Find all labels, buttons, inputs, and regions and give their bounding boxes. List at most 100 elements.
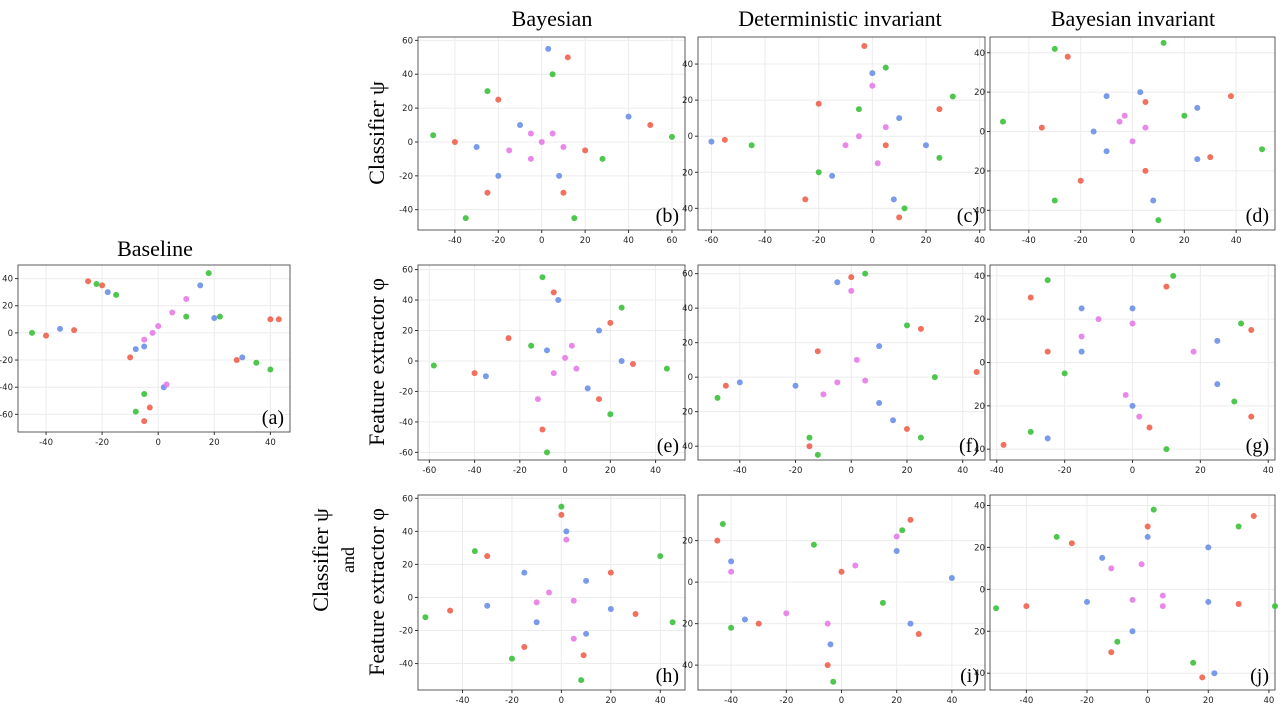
y-tick-label: 60 bbox=[402, 266, 413, 276]
point bbox=[830, 678, 837, 685]
point bbox=[853, 356, 860, 363]
point bbox=[1108, 649, 1115, 656]
y-tick-label: 40 bbox=[682, 304, 693, 314]
y-tick-label: 40 bbox=[682, 204, 693, 214]
y-tick-label: -60 bbox=[399, 448, 413, 458]
point bbox=[948, 574, 955, 581]
point bbox=[1190, 348, 1197, 355]
point bbox=[430, 362, 437, 369]
point bbox=[132, 408, 139, 415]
point bbox=[669, 619, 676, 626]
plot-frame bbox=[697, 494, 986, 691]
x-tick-label: 40 bbox=[655, 696, 666, 706]
point bbox=[1214, 337, 1221, 344]
point bbox=[1129, 305, 1136, 312]
point bbox=[806, 434, 813, 441]
point bbox=[517, 122, 524, 129]
y-tick-label: 20 bbox=[974, 315, 985, 325]
x-tick-label: -20 bbox=[1080, 696, 1094, 706]
point bbox=[907, 516, 914, 523]
y-tick-label: 40 bbox=[2, 275, 13, 285]
y-tick-label: 0 bbox=[688, 578, 693, 588]
y-tick-label: 20 bbox=[974, 402, 985, 412]
point bbox=[205, 270, 212, 277]
x-tick-label: 20 bbox=[1203, 696, 1214, 706]
y-tick-label: -20 bbox=[0, 356, 13, 366]
x-tick-label: -40 bbox=[990, 466, 1004, 476]
point bbox=[1051, 197, 1058, 204]
point bbox=[1053, 533, 1060, 540]
x-tick-label: -20 bbox=[789, 466, 803, 476]
x-tick-label: 20 bbox=[1195, 466, 1206, 476]
panel-label: (c) bbox=[957, 205, 979, 227]
point bbox=[527, 155, 534, 162]
y-tick-label: 0 bbox=[688, 132, 693, 142]
point bbox=[462, 215, 469, 222]
y-tick-label: 20 bbox=[682, 537, 693, 547]
point bbox=[556, 172, 563, 179]
y-tick-label: 20 bbox=[682, 339, 693, 349]
point bbox=[563, 536, 570, 543]
point bbox=[852, 562, 859, 569]
y-tick-label: 20 bbox=[974, 627, 985, 637]
point bbox=[607, 569, 614, 576]
x-tick-label: -40 bbox=[1019, 696, 1033, 706]
y-tick-label: 40 bbox=[974, 206, 985, 216]
x-tick-label: 0 bbox=[1130, 466, 1135, 476]
point bbox=[155, 323, 162, 330]
point bbox=[1235, 601, 1242, 608]
y-tick-label: 20 bbox=[402, 104, 413, 114]
panel-label: (e) bbox=[657, 435, 679, 457]
point bbox=[546, 589, 553, 596]
point bbox=[1214, 381, 1221, 388]
x-tick-label: -20 bbox=[491, 236, 505, 246]
row-label: Classifier ψ bbox=[308, 508, 333, 612]
point bbox=[755, 620, 762, 627]
x-tick-label: -20 bbox=[779, 696, 793, 706]
x-tick-label: -40 bbox=[448, 236, 462, 246]
point bbox=[876, 343, 883, 350]
panel-label: (j) bbox=[1250, 665, 1269, 687]
y-tick-label: 40 bbox=[974, 501, 985, 511]
point bbox=[580, 652, 587, 659]
point bbox=[197, 282, 204, 289]
x-tick-label: 0 bbox=[539, 236, 544, 246]
point bbox=[1038, 124, 1045, 131]
plot-frame bbox=[417, 264, 686, 461]
point bbox=[896, 115, 903, 122]
plot-frame bbox=[697, 36, 986, 231]
plot-frame bbox=[989, 36, 1276, 231]
point bbox=[936, 154, 943, 161]
point bbox=[1095, 316, 1102, 323]
point bbox=[1259, 146, 1266, 153]
panel-label: (d) bbox=[1246, 205, 1269, 227]
point bbox=[899, 527, 906, 534]
y-tick-label: 20 bbox=[682, 408, 693, 418]
point bbox=[482, 373, 489, 380]
point bbox=[1205, 598, 1212, 605]
y-tick-label: 40 bbox=[402, 527, 413, 537]
point bbox=[538, 138, 545, 145]
y-tick-label: 60 bbox=[402, 36, 413, 46]
row-label: and bbox=[338, 547, 358, 573]
point bbox=[879, 599, 886, 606]
point bbox=[862, 377, 869, 384]
point bbox=[834, 379, 841, 386]
point bbox=[564, 54, 571, 61]
point bbox=[484, 602, 491, 609]
x-tick-label: 20 bbox=[605, 696, 616, 706]
point bbox=[596, 396, 603, 403]
point bbox=[104, 289, 111, 296]
point bbox=[917, 434, 924, 441]
point bbox=[1044, 435, 1051, 442]
point bbox=[521, 569, 528, 576]
point bbox=[1023, 603, 1030, 610]
point bbox=[578, 677, 585, 684]
point bbox=[1150, 506, 1157, 513]
point bbox=[632, 610, 639, 617]
point bbox=[931, 374, 938, 381]
point bbox=[1103, 148, 1110, 155]
point bbox=[484, 553, 491, 560]
point bbox=[571, 215, 578, 222]
y-tick-label: 20 bbox=[974, 167, 985, 177]
